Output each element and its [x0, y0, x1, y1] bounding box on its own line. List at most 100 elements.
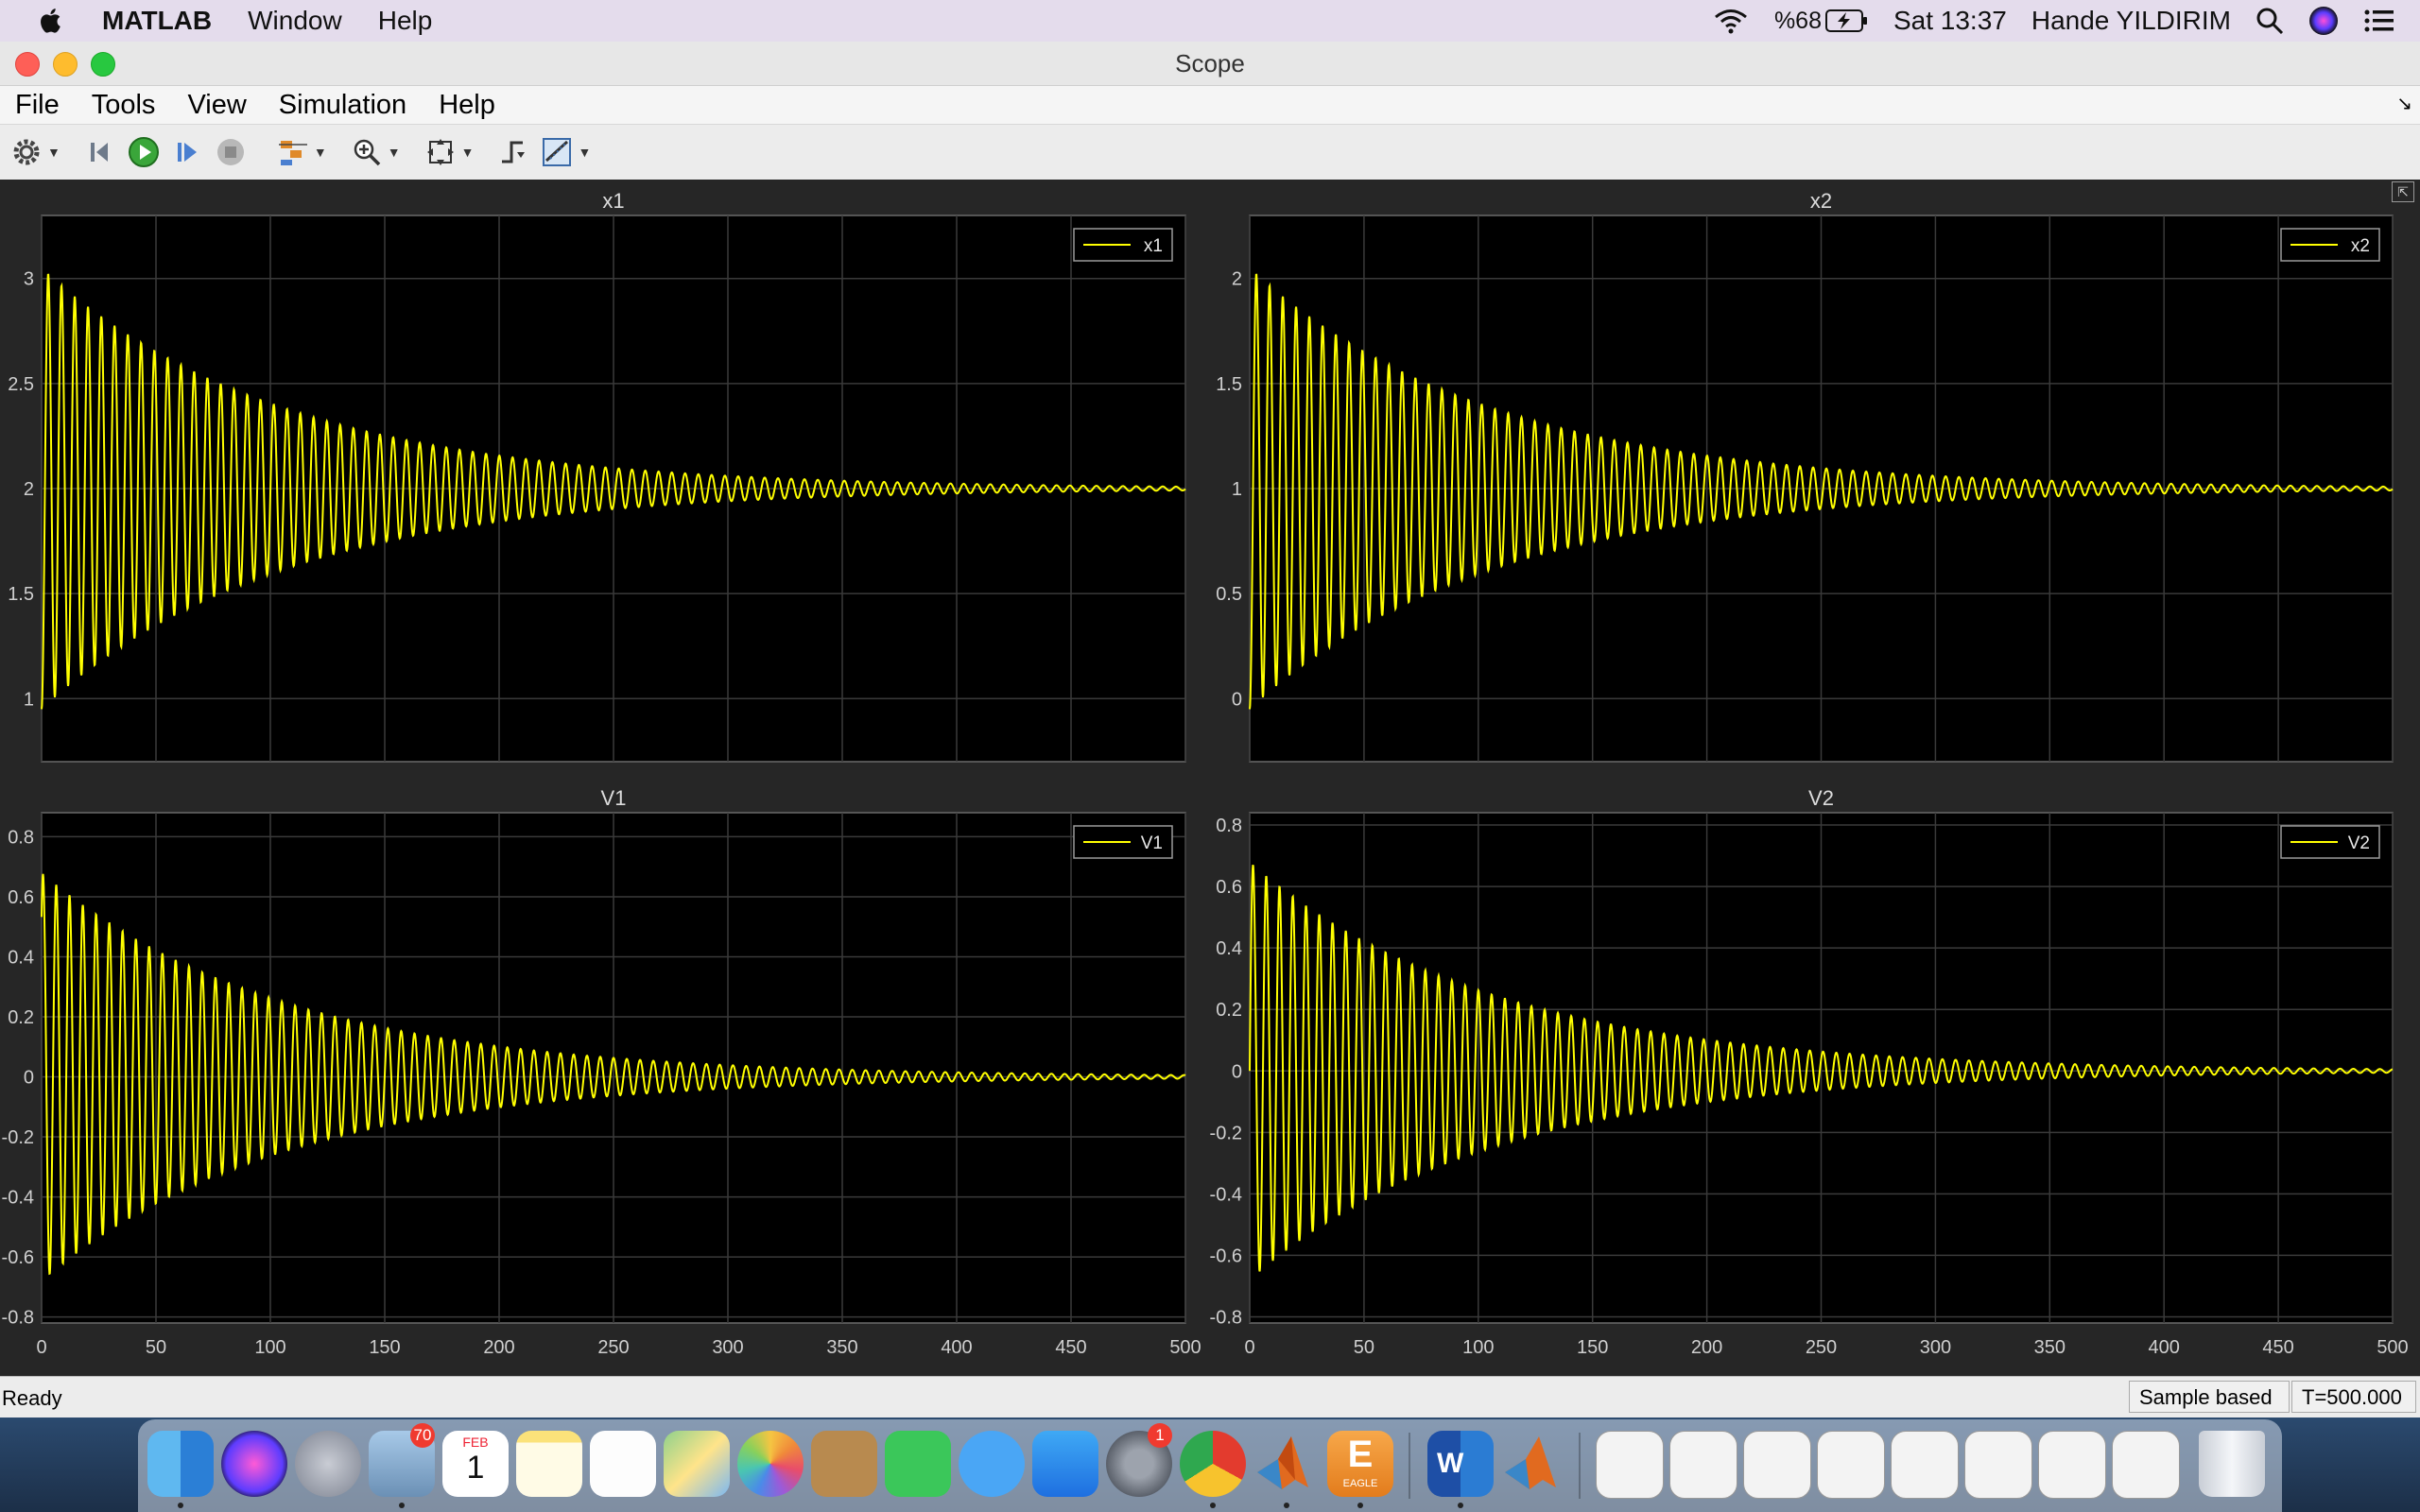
zoom-in-icon[interactable] [350, 135, 384, 169]
matlab-icon[interactable] [1253, 1431, 1320, 1497]
y-tick-label: 0.8 [8, 827, 34, 848]
triggers-icon[interactable] [496, 135, 530, 169]
y-tick-label: -0.2 [1210, 1123, 1242, 1143]
contacts-icon[interactable] [811, 1431, 877, 1497]
menu-tools[interactable]: Tools [91, 89, 156, 120]
x-tick-label: 50 [1354, 1337, 1374, 1358]
x-tick-label: 450 [2262, 1337, 2293, 1358]
wifi-icon[interactable] [1712, 7, 1750, 35]
notes-icon[interactable] [516, 1431, 582, 1497]
menu-simulation[interactable]: Simulation [278, 89, 407, 120]
matlab-second-icon[interactable] [1501, 1431, 1567, 1497]
minimized-window-1[interactable] [1596, 1431, 1664, 1499]
battery-charging-icon[interactable] [1824, 9, 1869, 33]
minimized-window-8[interactable] [2112, 1431, 2180, 1499]
y-tick-label: -0.2 [2, 1127, 34, 1148]
menu-file[interactable]: File [15, 89, 60, 120]
expand-panel-icon[interactable]: ⇱ [2392, 181, 2414, 202]
undock-icon[interactable]: ↘ [2396, 94, 2412, 114]
y-tick-label: 0.4 [1216, 938, 1242, 959]
plot-title-x2: x2 [1810, 189, 1832, 213]
y-tick-label: -0.6 [2, 1247, 34, 1268]
close-button[interactable] [15, 52, 40, 77]
zoom-button[interactable] [91, 52, 115, 77]
legend-label: x1 [1144, 236, 1163, 256]
signal-selection-icon[interactable] [276, 135, 310, 169]
y-tick-label: -0.8 [1210, 1307, 1242, 1328]
window-title: Scope [1175, 49, 1245, 77]
x-tick-label: 50 [146, 1337, 166, 1358]
autoscale-icon[interactable] [424, 135, 458, 169]
user-name[interactable]: Hande YILDIRIM [2031, 6, 2231, 35]
photos-icon[interactable] [737, 1431, 804, 1497]
y-tick-label: 0.2 [1216, 1000, 1242, 1021]
trash-icon[interactable] [2199, 1431, 2265, 1497]
apple-menu-icon[interactable] [38, 7, 66, 35]
minimized-window-7[interactable] [2038, 1431, 2106, 1499]
autoscale-dropdown-caret[interactable]: ▼ [460, 145, 475, 160]
chrome-icon[interactable] [1180, 1431, 1246, 1497]
signal-dropdown-caret[interactable]: ▼ [313, 145, 327, 160]
x-tick-label: 250 [1806, 1337, 1837, 1358]
step-back-icon[interactable] [83, 135, 117, 169]
minimized-window-3[interactable] [1743, 1431, 1811, 1499]
menu-window[interactable]: Window [248, 6, 342, 35]
word-icon[interactable]: W [1427, 1431, 1494, 1497]
macos-menubar: MATLAB Window Help %68 Sat 13:37 Hande Y… [0, 0, 2420, 42]
y-tick-label: 0.6 [8, 887, 34, 908]
minimized-window-2[interactable] [1669, 1431, 1737, 1499]
launchpad-icon[interactable] [295, 1431, 361, 1497]
menu-help-scope[interactable]: Help [439, 89, 495, 120]
y-tick-label: -0.6 [1210, 1246, 1242, 1266]
eagle-icon[interactable]: E EAGLE [1327, 1431, 1393, 1497]
status-bar: Ready Sample based T=500.000 [0, 1376, 2420, 1418]
reminders-icon[interactable] [590, 1431, 656, 1497]
x-tick-label: 500 [2377, 1337, 2408, 1358]
notification-center-icon[interactable] [2363, 8, 2395, 34]
maps-icon[interactable] [664, 1431, 730, 1497]
x-tick-label: 0 [36, 1337, 46, 1358]
siri-icon[interactable] [2308, 6, 2339, 36]
stop-icon[interactable] [214, 135, 248, 169]
y-tick-label: 0.2 [8, 1007, 34, 1028]
menu-app-name[interactable]: MATLAB [102, 6, 213, 35]
y-tick-label: -0.4 [1210, 1184, 1242, 1205]
x-tick-label: 300 [712, 1337, 743, 1358]
y-tick-label: 0 [24, 1068, 34, 1089]
measurements-dropdown-caret[interactable]: ▼ [578, 145, 592, 160]
plot-title-V2: V2 [1808, 786, 1834, 810]
app-store-icon[interactable] [1032, 1431, 1098, 1497]
settings-gear-icon[interactable] [9, 135, 43, 169]
x-tick-label: 200 [1691, 1337, 1722, 1358]
title-bar[interactable]: Scope [0, 42, 2420, 86]
finder-icon[interactable] [147, 1431, 214, 1497]
scope-plots[interactable]: x1 1 1.5 2 2.5 3 x1 x2 0 0.5 1 1.5 2 x2 V1 0 50 100 150 200… [0, 180, 2420, 1376]
measurements-icon[interactable] [540, 135, 574, 169]
clock[interactable]: Sat 13:37 [1893, 6, 2007, 35]
y-tick-label: 1 [24, 689, 34, 710]
menu-view[interactable]: View [187, 89, 247, 120]
facetime-icon[interactable] [885, 1431, 951, 1497]
calendar-icon[interactable]: FEB 1 [442, 1431, 509, 1497]
step-forward-icon[interactable] [170, 135, 204, 169]
settings-dropdown-caret[interactable]: ▼ [47, 145, 60, 160]
x-tick-label: 150 [1577, 1337, 1608, 1358]
minimized-window-5[interactable] [1891, 1431, 1959, 1499]
scope-menu-bar: File Tools View Simulation Help ↘ [0, 86, 2420, 125]
spotlight-search-icon[interactable] [2256, 7, 2284, 35]
x-tick-label: 450 [1055, 1337, 1086, 1358]
dock: 70 FEB 1 1 E EAGLE W [138, 1419, 2282, 1512]
run-icon[interactable] [127, 135, 161, 169]
y-tick-label: 0.5 [1216, 584, 1242, 605]
minimized-window-4[interactable] [1817, 1431, 1885, 1499]
mail-badge: 70 [410, 1423, 435, 1448]
zoom-dropdown-caret[interactable]: ▼ [387, 145, 401, 160]
menu-help[interactable]: Help [377, 6, 433, 35]
y-tick-label: 0.4 [8, 947, 34, 968]
minimize-button[interactable] [53, 52, 78, 77]
calendar-day: 1 [466, 1450, 485, 1486]
messages-icon[interactable] [959, 1431, 1025, 1497]
battery-percent: %68 [1773, 7, 1822, 34]
siri-dock-icon[interactable] [221, 1431, 287, 1497]
minimized-window-6[interactable] [1964, 1431, 2032, 1499]
